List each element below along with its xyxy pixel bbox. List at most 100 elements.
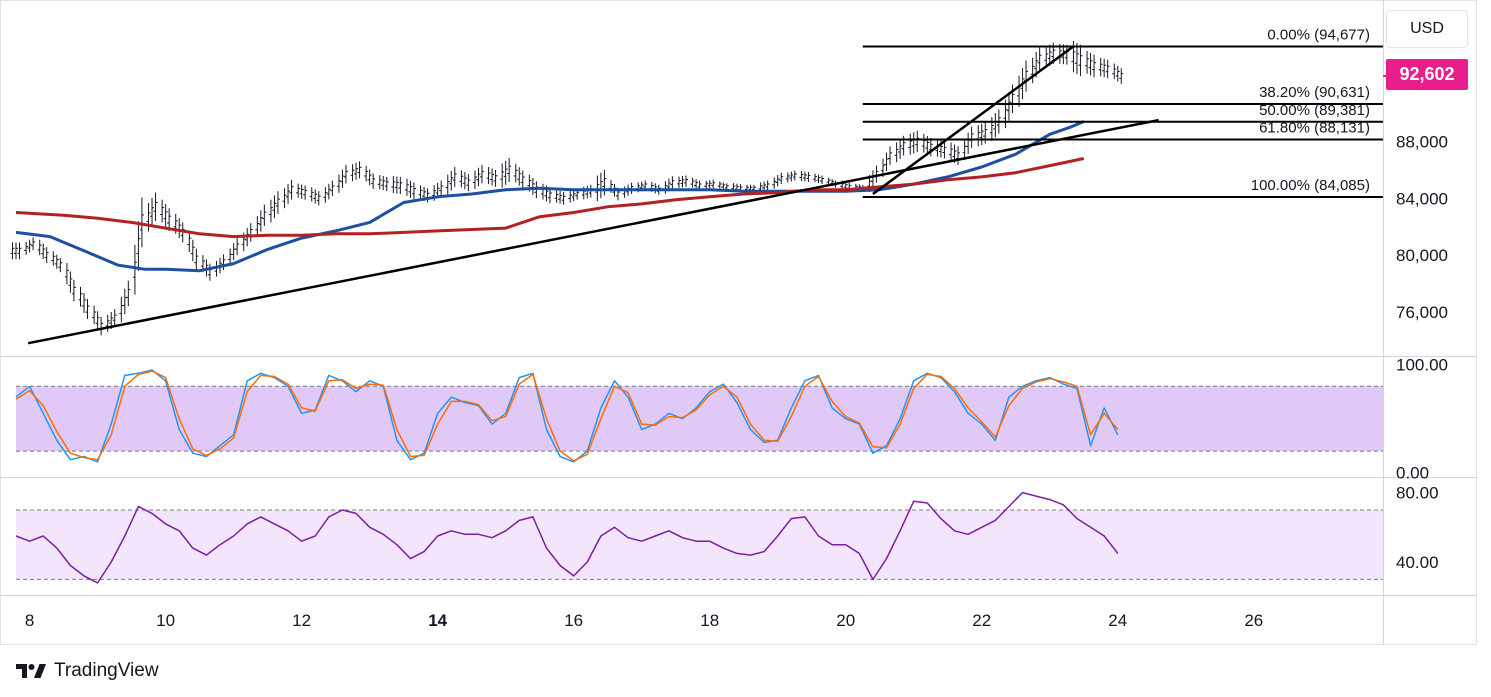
- price-bar: [663, 180, 668, 194]
- rsi-line-1: [15, 491, 1119, 584]
- price-bar: [513, 163, 518, 183]
- x-tick-label: 26: [1244, 611, 1263, 630]
- x-tick-label: 24: [1108, 611, 1127, 630]
- price-bar: [71, 279, 76, 302]
- stochastic-y-tick-label: 0.00: [1396, 464, 1429, 483]
- price-bar: [602, 169, 607, 196]
- price-bar: [14, 242, 18, 260]
- price-bar: [381, 176, 386, 191]
- price-bar: [126, 280, 131, 307]
- price-bar: [765, 180, 770, 191]
- fib-level-label: 50.00% (89,381): [1259, 102, 1370, 119]
- price-bar: [683, 175, 688, 187]
- price-bar: [908, 133, 913, 155]
- last-price-label: 92,602: [1399, 64, 1455, 84]
- price-bar: [806, 171, 811, 182]
- channel-trendline: [872, 45, 1075, 196]
- fib-level-label: 0.00% (94,677): [1267, 27, 1370, 44]
- tradingview-brand[interactable]: TradingView: [16, 660, 159, 682]
- price-bar: [721, 182, 726, 190]
- price-bar: [323, 187, 328, 203]
- price-bar: [357, 161, 362, 179]
- price-bar: [789, 171, 794, 182]
- last-price-tag: 92,602: [1386, 59, 1468, 90]
- price-bar: [915, 130, 920, 153]
- price-bar: [330, 180, 335, 197]
- price-bar: [248, 223, 253, 242]
- price-bar: [517, 167, 522, 186]
- rsi-band: [16, 509, 1383, 580]
- price-bar: [503, 160, 508, 185]
- price-bar: [231, 243, 236, 261]
- price-bar: [979, 123, 984, 145]
- price-bar: [408, 180, 413, 198]
- price-bar: [1024, 60, 1029, 92]
- price-bar: [82, 293, 87, 313]
- stochastic-band: [16, 386, 1383, 452]
- price-bar: [792, 170, 797, 181]
- price-bar: [942, 141, 947, 159]
- price-bar: [316, 191, 321, 206]
- price-bar: [262, 204, 267, 226]
- price-bar: [670, 176, 675, 190]
- price-bar: [884, 152, 889, 172]
- price-bar: [99, 316, 104, 336]
- price-bar: [384, 176, 389, 192]
- price-bar: [10, 242, 15, 260]
- price-bar: [299, 184, 304, 199]
- price-bar: [1115, 65, 1120, 82]
- price-bar: [493, 169, 498, 187]
- price-bar: [966, 132, 971, 154]
- price-bar: [571, 189, 576, 202]
- x-tick-label: 12: [292, 611, 311, 630]
- price-bar: [411, 182, 416, 200]
- price-bar: [820, 175, 825, 185]
- price-bar: [598, 172, 603, 199]
- price-bar: [394, 176, 399, 194]
- price-bar: [874, 165, 879, 183]
- price-bar: [54, 254, 59, 269]
- price-bar: [92, 305, 97, 325]
- price-bar: [439, 180, 444, 197]
- rsi-y-tick-label: 80.00: [1396, 484, 1439, 503]
- y-tick-label: 88,000: [1396, 132, 1448, 151]
- tradingview-logo-icon: [16, 664, 46, 678]
- price-bar: [911, 132, 916, 154]
- price-bar: [17, 242, 22, 260]
- price-bar: [540, 183, 545, 200]
- price-bar: [354, 162, 359, 180]
- price-bar: [58, 257, 63, 273]
- price-bar: [139, 197, 144, 248]
- price-bar: [585, 185, 590, 199]
- price-bar: [490, 168, 495, 186]
- currency-button[interactable]: USD: [1386, 10, 1468, 48]
- price-bar: [398, 176, 403, 194]
- x-tick-label: 10: [156, 611, 175, 630]
- price-bar: [1098, 57, 1103, 77]
- x-tick-label: 22: [972, 611, 991, 630]
- price-bar: [507, 157, 512, 182]
- price-bar: [303, 185, 308, 200]
- fib-level-label: 61.80% (88,131): [1259, 120, 1370, 137]
- price-bar: [993, 113, 998, 138]
- stochastic-y-tick-label: 100.00: [1396, 356, 1448, 375]
- price-bar: [486, 167, 491, 185]
- price-bar: [928, 137, 933, 157]
- price-bar: [870, 170, 875, 188]
- price-bar: [813, 173, 818, 183]
- price-bar: [949, 142, 954, 162]
- price-bar: [24, 242, 29, 255]
- price-bar: [558, 190, 563, 204]
- price-bar: [472, 170, 477, 190]
- price-bar: [85, 299, 90, 320]
- price-bar: [371, 173, 376, 190]
- price-bar: [132, 244, 137, 295]
- price-bar: [112, 309, 117, 327]
- price-bar: [466, 174, 471, 192]
- chart-frame: [0, 0, 1477, 645]
- price-bar: [119, 296, 124, 323]
- price-bar: [445, 174, 450, 195]
- price-bar: [340, 169, 345, 189]
- price-bar: [105, 314, 110, 332]
- x-tick-label: 16: [564, 611, 583, 630]
